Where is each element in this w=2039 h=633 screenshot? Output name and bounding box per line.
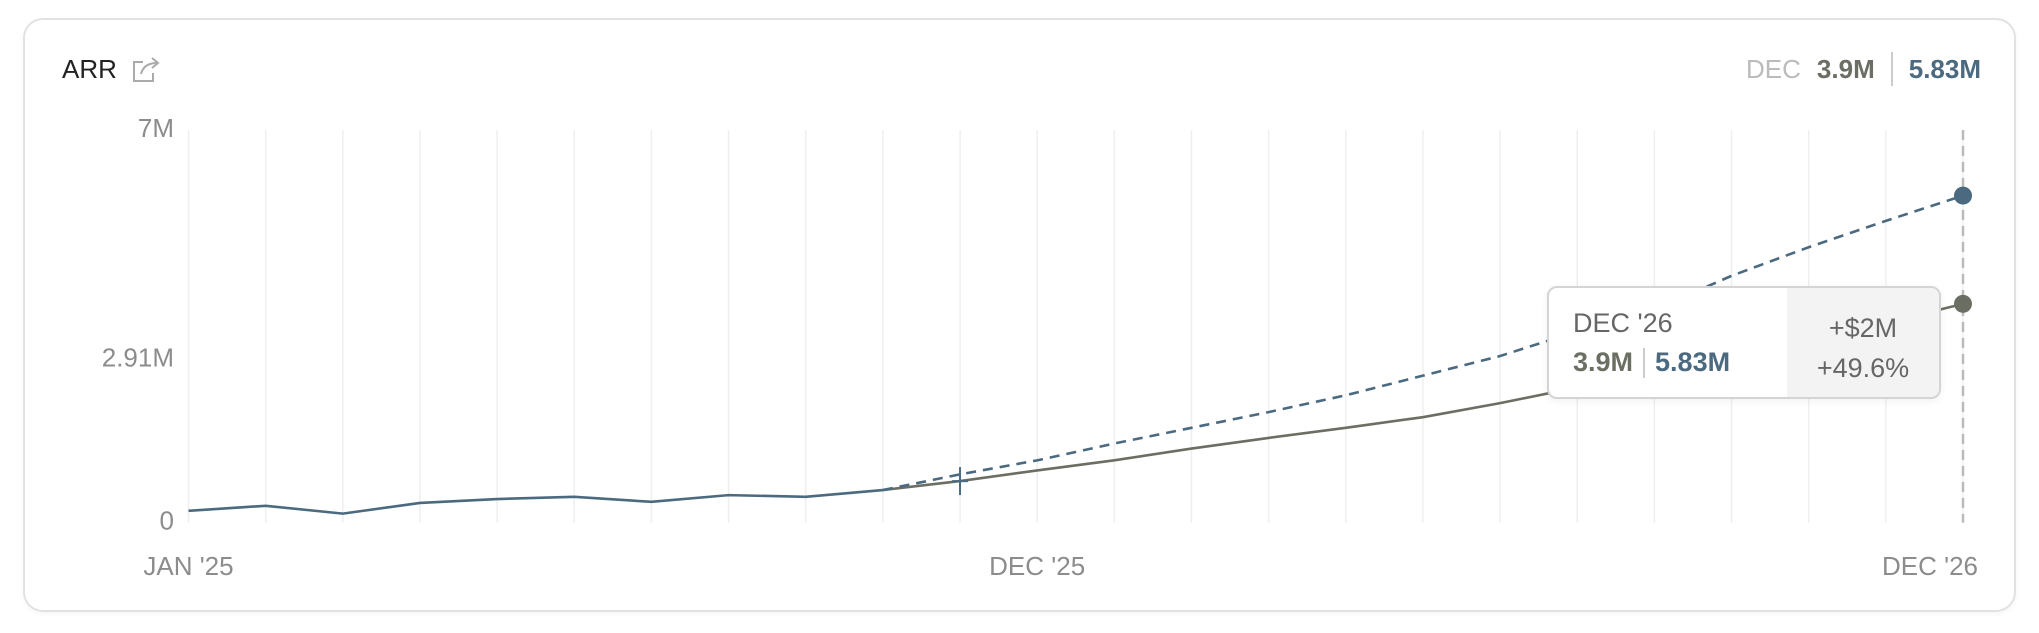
tooltip: DEC '26 3.9M 5.83M +$2M +49.6%: [1547, 286, 1941, 399]
tooltip-period: DEC '26: [1573, 308, 1673, 338]
series-line: [882, 194, 1964, 492]
x-tick-label: JAN '25: [143, 551, 233, 581]
share-icon[interactable]: [131, 56, 161, 84]
hover-dot: [1954, 294, 1972, 313]
tooltip-target: 5.83M: [1655, 347, 1731, 377]
y-tick-label: 2.91M: [102, 342, 174, 372]
tooltip-change: +$2M: [1828, 313, 1898, 343]
chart-title: ARR: [62, 54, 117, 84]
summary-target: 5.83M: [1908, 53, 1981, 84]
separator: [1643, 347, 1646, 378]
y-tick-label: 7M: [138, 113, 174, 143]
hover-dot: [1954, 186, 1972, 205]
x-tick-label: DEC '26: [1882, 551, 1978, 581]
series-line: [188, 488, 883, 515]
header: ARR: [62, 54, 161, 85]
summary-period: DEC: [1746, 53, 1801, 84]
summary-baseline: 3.9M: [1816, 53, 1875, 84]
x-tick-label: DEC '25: [989, 551, 1085, 581]
card: [23, 18, 2016, 612]
separator: [1890, 52, 1893, 86]
tooltip-baseline: 3.9M: [1573, 347, 1634, 377]
summary: DEC 3.9M 5.83M: [1746, 52, 1981, 86]
tooltip-change-pct: +49.6%: [1816, 353, 1910, 383]
y-tick-label: 0: [160, 505, 174, 535]
